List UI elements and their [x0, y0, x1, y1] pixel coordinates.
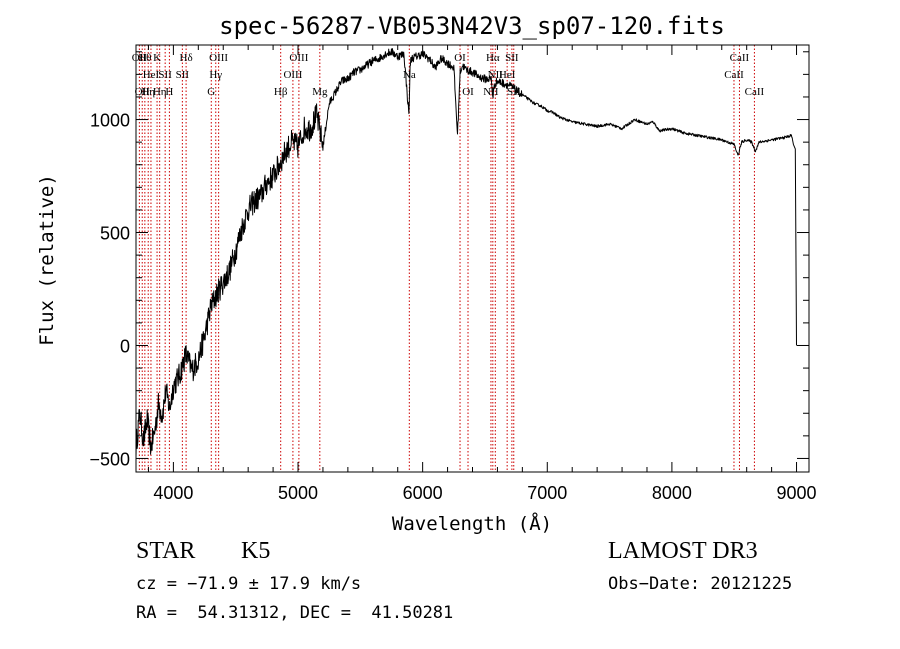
y-tick-label: 0 [120, 336, 130, 356]
line-marker-labels: OIIOIIHθHηHeIKHηSIIHSIIHδGHγOIIIHβOIIIOI… [132, 52, 765, 98]
line-marker-label: CaII [724, 69, 744, 81]
spectrum-series [135, 48, 797, 458]
x-tick-label: 8000 [652, 483, 692, 503]
line-marker-label: SII [158, 69, 172, 81]
line-marker-label: K [153, 52, 161, 64]
line-marker-label: Mg [312, 86, 328, 98]
x-tick-label: 5000 [278, 483, 318, 503]
survey-name: LAMOST DR3 [608, 538, 758, 564]
line-marker-label: Hη [141, 86, 155, 98]
line-marker-label: CaII [730, 52, 750, 64]
line-marker-label: SII [176, 69, 190, 81]
line-marker-label: SII [507, 86, 521, 98]
line-marker-label: Hα [486, 52, 500, 64]
line-marker-label: OIII [209, 52, 228, 64]
redshift-readout: cz = −71.9 ± 17.9 km/s [136, 574, 362, 594]
x-axis-label: Wavelength (Å) [392, 512, 552, 535]
object-class: STAR [136, 538, 196, 564]
object-subclass: K5 [241, 538, 271, 564]
x-tick-label: 4000 [153, 483, 193, 503]
line-marker-label: Hδ [180, 52, 193, 64]
line-marker-label: CaII [745, 86, 765, 98]
line-marker-label: Hβ [274, 86, 288, 98]
spectrum-line [135, 48, 797, 458]
line-marker-label: G [207, 86, 215, 98]
line-marker-label: Hγ [209, 69, 222, 81]
y-tick-label: 500 [100, 224, 130, 244]
line-marker-label: HeI [499, 69, 516, 81]
x-tick-label: 7000 [527, 483, 567, 503]
line-marker-label: OI [462, 86, 474, 98]
x-tick-label: 6000 [403, 483, 443, 503]
line-marker-label: OII [135, 86, 151, 98]
coordinates: RA = 54.31312, DEC = 41.50281 [136, 603, 454, 623]
line-marker-label: SII [505, 52, 519, 64]
chart-title: spec-56287-VB053N42V3_sp07-120.fits [219, 12, 725, 40]
line-marker-label: HeI [143, 69, 160, 81]
obs-date: Obs−Date: 20121225 [608, 574, 793, 594]
line-markers [138, 45, 755, 472]
line-marker-label: Hθ [138, 52, 151, 64]
y-axis-label: Flux (relative) [36, 174, 58, 346]
y-tick-label: −500 [89, 449, 130, 469]
line-marker-label: OIII [283, 69, 302, 81]
x-tick-label: 9000 [777, 483, 817, 503]
line-marker-label: H [165, 86, 173, 98]
line-marker-label: OIII [289, 52, 308, 64]
line-marker-label: OI [454, 52, 466, 64]
line-marker-label: Hη [153, 86, 167, 98]
y-tick-label: 1000 [90, 111, 130, 131]
axes: 4000 5000 6000 7000 8000 9000 −500 0 500 1000 [89, 45, 817, 503]
line-marker-label: NII [483, 86, 499, 98]
